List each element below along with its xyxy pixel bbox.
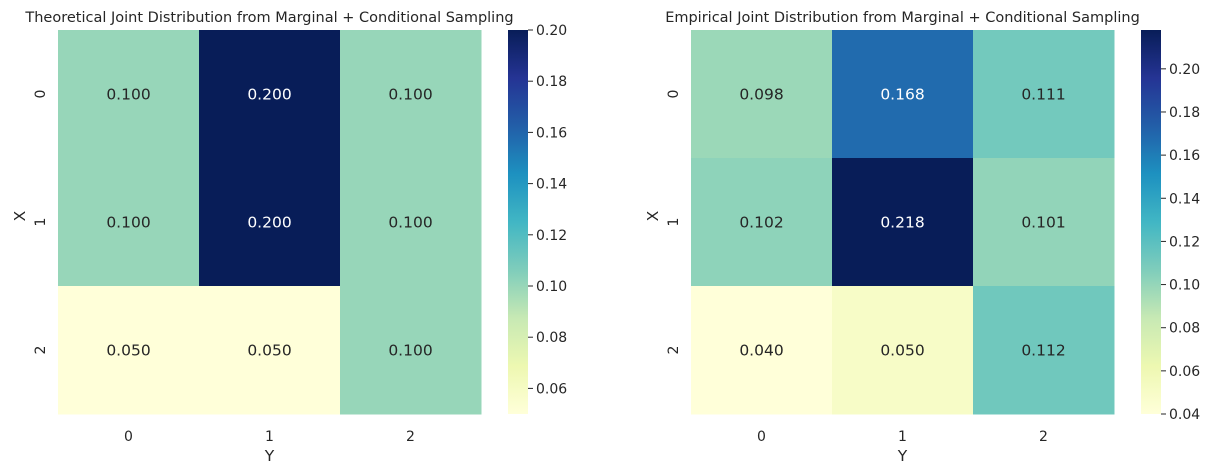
colorbar-tick-label: 0.10 (1169, 278, 1200, 294)
cell-label: 0.168 (880, 86, 924, 104)
x-tick-label: 2 (1039, 429, 1048, 445)
cell-label: 0.050 (106, 342, 150, 360)
y-tick-label: 2 (666, 346, 682, 355)
cell-label: 0.100 (106, 86, 150, 104)
y-axis-label: X (11, 210, 29, 221)
cell-label: 0.040 (739, 342, 783, 360)
colorbar-tick-label: 0.04 (1169, 407, 1200, 423)
colorbar-tick-label: 0.06 (1169, 364, 1200, 380)
y-tick-label: 2 (33, 346, 49, 355)
chart-title: Theoretical Joint Distribution from Marg… (24, 10, 513, 26)
colorbar-tick-label: 0.18 (536, 74, 567, 90)
colorbar-tick-label: 0.10 (536, 279, 567, 295)
colorbar-tick-label: 0.16 (536, 125, 567, 141)
heatmap-panel-1: Theoretical Joint Distribution from Marg… (11, 10, 567, 465)
heatmap-panel-2: Empirical Joint Distribution from Margin… (644, 10, 1200, 465)
heatmap-cell (973, 286, 1115, 415)
x-tick-label: 2 (406, 429, 415, 445)
x-tick-label: 0 (124, 429, 133, 445)
x-axis-label: Y (897, 447, 908, 465)
cell-label: 0.100 (388, 86, 432, 104)
y-tick-label: 0 (666, 90, 682, 99)
heatmap-cell (199, 158, 341, 287)
cell-label: 0.101 (1021, 214, 1065, 232)
colorbar (508, 30, 528, 414)
colorbar-tick-label: 0.14 (536, 177, 567, 193)
cell-label: 0.111 (1021, 86, 1065, 104)
cell-label: 0.050 (880, 342, 924, 360)
colorbar-tick-label: 0.16 (1169, 148, 1200, 164)
heatmap-cell (832, 286, 974, 415)
heatmap-cell (691, 158, 833, 287)
colorbar-tick-label: 0.20 (536, 23, 567, 39)
x-tick-label: 1 (898, 429, 907, 445)
heatmap-cell (340, 286, 482, 415)
heatmap-cell (58, 158, 200, 287)
y-tick-label: 1 (666, 218, 682, 227)
heatmap-cell (832, 158, 974, 287)
heatmap-cell (340, 30, 482, 159)
heatmap-cell (691, 30, 833, 159)
colorbar-tick-label: 0.08 (1169, 321, 1200, 337)
cell-label: 0.100 (388, 214, 432, 232)
heatmap-cell (58, 30, 200, 159)
cell-label: 0.112 (1021, 342, 1065, 360)
x-axis-label: Y (264, 447, 275, 465)
cell-label: 0.100 (388, 342, 432, 360)
heatmap-cell (340, 158, 482, 287)
heatmap-cell (199, 286, 341, 415)
cell-label: 0.218 (880, 214, 924, 232)
heatmap-cell (199, 30, 341, 159)
heatmap-cell (973, 30, 1115, 159)
x-tick-label: 1 (265, 429, 274, 445)
x-tick-label: 0 (757, 429, 766, 445)
chart-title: Empirical Joint Distribution from Margin… (665, 10, 1140, 26)
heatmap-cell (973, 158, 1115, 287)
heatmap-cell (691, 286, 833, 415)
colorbar-tick-label: 0.12 (536, 228, 567, 244)
colorbar-tick-label: 0.08 (536, 330, 567, 346)
colorbar-tick-label: 0.20 (1169, 62, 1200, 78)
y-tick-label: 0 (33, 90, 49, 99)
cell-label: 0.200 (247, 214, 291, 232)
colorbar-tick-label: 0.06 (536, 381, 567, 397)
cell-label: 0.100 (106, 214, 150, 232)
colorbar-tick-label: 0.18 (1169, 105, 1200, 121)
y-tick-label: 1 (33, 218, 49, 227)
cell-label: 0.050 (247, 342, 291, 360)
heatmap-cell (832, 30, 974, 159)
heatmap-cell (58, 286, 200, 415)
colorbar (1141, 30, 1161, 414)
colorbar-tick-label: 0.12 (1169, 234, 1200, 250)
cell-label: 0.098 (739, 86, 783, 104)
cell-label: 0.200 (247, 86, 291, 104)
y-axis-label: X (644, 210, 662, 221)
colorbar-tick-label: 0.14 (1169, 191, 1200, 207)
cell-label: 0.102 (739, 214, 783, 232)
